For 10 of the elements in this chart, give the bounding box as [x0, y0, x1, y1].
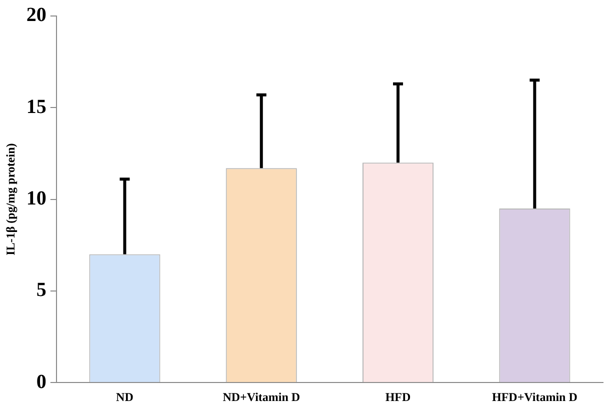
y-tick-label: 20 [26, 4, 46, 26]
y-tick-label: 0 [36, 370, 46, 393]
y-tick-label: 5 [36, 279, 46, 302]
y-axis-title: IL-1β (pg/mg protein) [3, 143, 18, 256]
y-tick-label: 10 [26, 187, 46, 210]
x-tick-label: ND [116, 390, 134, 404]
x-tick-label: HFD [385, 390, 412, 404]
y-tick-label: 15 [26, 96, 46, 118]
x-tick-label: HFD+Vitamin D [492, 390, 578, 404]
x-tick-label: ND+Vitamin D [222, 390, 300, 404]
